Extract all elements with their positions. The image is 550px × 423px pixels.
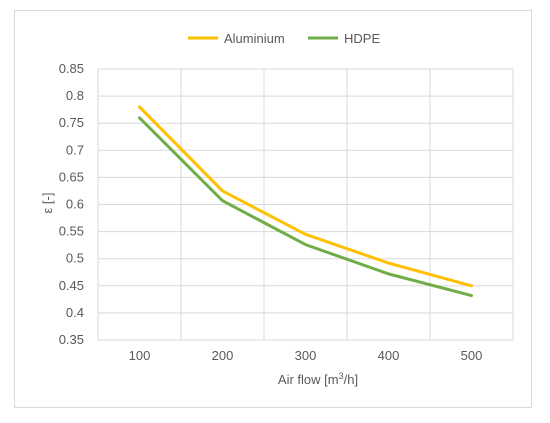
- y-tick-label: 0.45: [59, 278, 84, 293]
- y-axis-ticks: 0.35 0.4 0.45 0.5 0.55 0.6 0.65 0.7 0.75 0.8 0.85: [59, 61, 84, 347]
- x-tick-label: 200: [212, 348, 234, 363]
- x-tick-label: 100: [129, 348, 151, 363]
- y-tick-label: 0.4: [66, 305, 84, 320]
- y-tick-label: 0.8: [66, 88, 84, 103]
- legend-label-hdpe: HDPE: [344, 31, 380, 46]
- y-tick-label: 0.5: [66, 251, 84, 266]
- legend-label-aluminium: Aluminium: [224, 31, 285, 46]
- legend: Aluminium HDPE: [188, 31, 380, 46]
- chart-frame: [14, 10, 532, 408]
- series-lines: [138, 105, 473, 298]
- x-axis-label: Air flow [m3/h]: [278, 371, 358, 387]
- x-tick-label: 300: [295, 348, 317, 363]
- y-tick-label: 0.55: [59, 224, 84, 239]
- x-tick-label: 400: [378, 348, 400, 363]
- x-axis-ticks: 100 200 300 400 500: [129, 348, 483, 363]
- x-axis-label-prefix: Air flow [m: [278, 372, 339, 387]
- y-tick-label: 0.7: [66, 142, 84, 157]
- y-axis-label: ε [-]: [40, 193, 55, 214]
- series-line-hdpe: [138, 116, 473, 298]
- grid-lines: [97, 68, 514, 341]
- y-tick-label: 0.6: [66, 197, 84, 212]
- y-tick-label: 0.85: [59, 61, 84, 76]
- y-tick-label: 0.65: [59, 169, 84, 184]
- y-tick-label: 0.35: [59, 332, 84, 347]
- x-axis-label-superscript: 3: [339, 371, 344, 381]
- y-tick-label: 0.75: [59, 115, 84, 130]
- x-axis-label-suffix: /h]: [344, 372, 358, 387]
- x-tick-label: 500: [461, 348, 483, 363]
